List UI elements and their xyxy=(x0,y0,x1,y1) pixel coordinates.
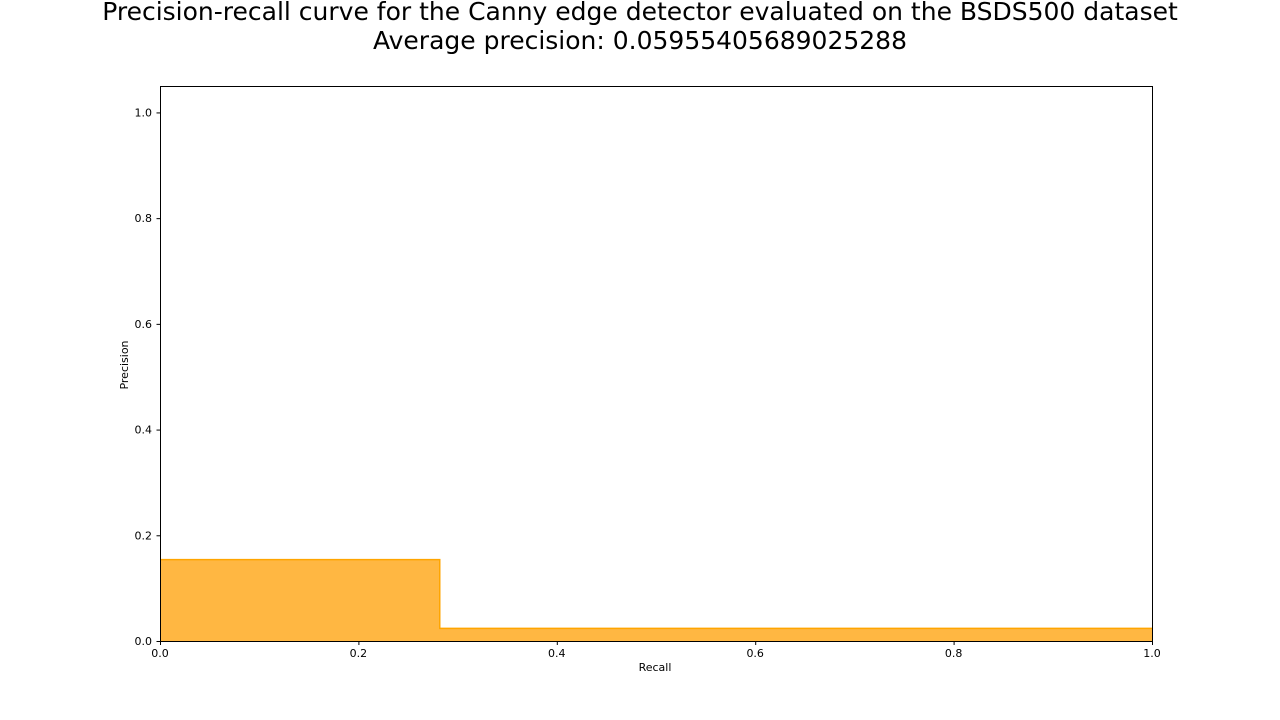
chart-subtitle: Average precision: 0.05955405689025288 xyxy=(372,26,907,55)
x-tick-label: 0.4 xyxy=(548,647,566,660)
y-tick-label: 1.0 xyxy=(135,106,153,119)
x-axis-title: Recall xyxy=(639,661,672,674)
pr-step-line xyxy=(160,558,1152,630)
chart-title: Precision-recall curve for the Canny edg… xyxy=(102,0,1178,26)
x-tick-label: 0.6 xyxy=(746,647,764,660)
x-tick-label: 0.2 xyxy=(350,647,368,660)
y-axis-title: Precision xyxy=(118,340,131,389)
y-tick-label: 0.6 xyxy=(135,318,153,331)
x-tick-label: 0.0 xyxy=(151,647,169,660)
x-axis: 0.0 0.2 0.4 0.6 0.8 1.0 xyxy=(151,641,1161,660)
plot-layer xyxy=(160,558,1152,641)
y-tick-label: 0.8 xyxy=(135,212,153,225)
x-tick-label: 0.8 xyxy=(945,647,963,660)
plot-area-frame xyxy=(160,86,1153,642)
pr-area-fill xyxy=(160,559,1152,641)
y-tick-label: 0.4 xyxy=(135,424,153,437)
y-tick-label: 0.0 xyxy=(135,635,153,648)
x-tick-label: 1.0 xyxy=(1143,647,1161,660)
y-tick-label: 0.2 xyxy=(135,529,153,542)
y-axis: 0.0 0.2 0.4 0.6 0.8 1.0 xyxy=(135,106,161,648)
